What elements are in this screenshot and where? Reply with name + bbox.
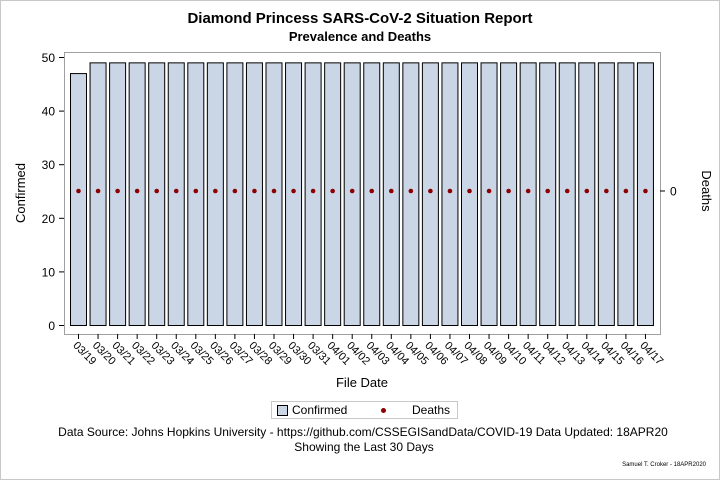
- marker-deaths: [291, 188, 296, 194]
- footnote-signature: Samuel T. Croker - 18APR2020: [622, 462, 706, 468]
- marker-deaths: [271, 188, 277, 194]
- bar-confirmed: [285, 62, 303, 327]
- bar-confirmed: [226, 62, 244, 327]
- marker-deaths: [506, 188, 511, 194]
- marker-deaths: [76, 188, 81, 194]
- bar-confirmed: [500, 62, 518, 327]
- marker-deaths: [154, 188, 159, 194]
- x-axis-label: File Date: [336, 375, 388, 390]
- bar-confirmed: [519, 62, 537, 327]
- marker-deaths: [232, 188, 238, 194]
- y-tick-label: 50: [42, 51, 56, 65]
- legend-confirmed-label: Confirmed: [292, 403, 348, 417]
- marker-deaths: [643, 188, 648, 194]
- bar-confirmed: [167, 62, 185, 327]
- bar-confirmed: [597, 62, 615, 327]
- y-tick-label: 30: [42, 158, 56, 172]
- bar-confirmed: [245, 62, 263, 327]
- marker-deaths: [193, 188, 199, 194]
- marker-deaths: [213, 188, 218, 194]
- chart-title: Diamond Princess SARS-CoV-2 Situation Re…: [187, 10, 533, 27]
- bar-confirmed: [70, 73, 87, 326]
- marker-deaths: [389, 188, 394, 194]
- bar-confirmed: [461, 62, 478, 327]
- bar-confirmed: [402, 62, 420, 327]
- y-tick-label: 20: [42, 212, 56, 226]
- y-tick-label: 0: [48, 319, 55, 333]
- bar-confirmed: [363, 62, 381, 327]
- bar-confirmed: [148, 62, 166, 327]
- bar-confirmed: [441, 62, 459, 327]
- marker-deaths: [115, 188, 120, 194]
- bar-confirmed: [206, 62, 224, 327]
- legend-deaths-label: Deaths: [412, 403, 451, 417]
- marker-deaths: [95, 188, 101, 194]
- marker-deaths: [623, 188, 629, 194]
- y-tick-label: 40: [42, 105, 56, 119]
- marker-deaths: [428, 188, 433, 194]
- marker-deaths: [564, 188, 570, 194]
- marker-deaths: [545, 188, 550, 194]
- y2-tick-label: 0: [670, 185, 677, 199]
- bar-confirmed: [558, 62, 576, 327]
- chart-subtitle: Prevalence and Deaths: [288, 29, 432, 44]
- legend-deaths-marker: [381, 408, 386, 413]
- marker-deaths: [330, 188, 335, 194]
- marker-deaths: [369, 188, 375, 194]
- marker-deaths: [486, 188, 492, 194]
- footnote-range: Showing the Last 30 Days: [294, 440, 434, 454]
- bar-confirmed: [343, 62, 361, 327]
- bar-confirmed: [187, 62, 205, 327]
- marker-deaths: [584, 188, 590, 194]
- plot-area: [64, 52, 661, 335]
- marker-deaths: [408, 188, 414, 194]
- marker-deaths: [134, 188, 140, 194]
- marker-deaths: [604, 188, 609, 194]
- bar-confirmed: [109, 62, 127, 327]
- legend-confirmed-swatch: [277, 405, 288, 416]
- bar-confirmed: [539, 62, 557, 327]
- bar-confirmed: [324, 62, 342, 327]
- y-tick-label: 10: [42, 265, 56, 279]
- marker-deaths: [349, 188, 355, 194]
- bar-confirmed: [89, 62, 107, 327]
- y-axis-label: Confirmed: [13, 163, 28, 223]
- bar-confirmed: [128, 62, 146, 327]
- bar-confirmed: [304, 62, 322, 327]
- bar-confirmed: [636, 62, 654, 327]
- marker-deaths: [467, 188, 472, 194]
- bar-confirmed: [617, 62, 635, 327]
- marker-deaths: [310, 188, 316, 194]
- marker-deaths: [173, 188, 179, 194]
- bar-confirmed: [382, 62, 400, 327]
- y2-axis-label: Deaths: [699, 170, 714, 212]
- marker-deaths: [525, 188, 531, 194]
- marker-deaths: [252, 188, 257, 194]
- marker-deaths: [447, 188, 453, 194]
- bar-confirmed: [421, 62, 439, 327]
- bar-confirmed: [265, 62, 283, 327]
- bar-confirmed: [480, 62, 498, 327]
- footnote-source: Data Source: Johns Hopkins University - …: [58, 425, 668, 439]
- bar-confirmed: [578, 62, 596, 327]
- chart-legend: Confirmed Deaths: [271, 401, 458, 419]
